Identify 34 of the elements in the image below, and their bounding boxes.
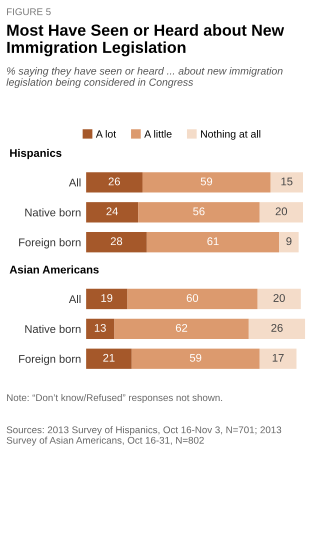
legend-label: Nothing at all (201, 130, 260, 140)
chart-subtitle: % saying they have seen or heard ... about new immigration legislation being considered in Congress (6, 67, 283, 88)
chart-title: Most Have Seen or Heard about New Immigration Legislation (7, 24, 284, 56)
data-label: 26 (271, 324, 283, 332)
data-label: 56 (193, 207, 205, 216)
data-label: 9 (286, 237, 292, 246)
source-note: Sources: 2013 Survey of Hispanics, Oct 16-Nov 3, N=701; 2013 Survey of Asian Americans, Oct 16-31, N=802 (6, 426, 282, 446)
y-tick-label: All (68, 178, 80, 186)
data-label: 62 (176, 324, 188, 332)
legend-label: A little (144, 130, 172, 138)
legend-label: A lot (96, 130, 116, 138)
data-label: 60 (186, 294, 198, 302)
data-label: 24 (106, 207, 118, 216)
caption: FIGURE 5 (7, 8, 51, 16)
data-label: 15 (281, 178, 292, 186)
data-label: 20 (276, 207, 288, 216)
data-label: 59 (200, 178, 212, 186)
y-tick-label: Foreign born (19, 354, 80, 366)
y-tick-label: Native born (25, 324, 80, 333)
data-label: 21 (103, 354, 114, 362)
annotation: Asian Americans (10, 265, 99, 274)
data-label: 20 (274, 294, 285, 302)
data-label: 28 (110, 237, 122, 246)
data-label: 13 (94, 324, 106, 332)
data-label: 17 (272, 354, 284, 362)
text: Hispanics (10, 148, 62, 160)
data-label: 59 (190, 354, 202, 362)
y-tick-label: Foreign born (19, 238, 80, 249)
data-label: 61 (207, 237, 219, 246)
y-tick-label: All (68, 294, 80, 303)
data-label: 26 (108, 178, 120, 186)
text: Note: “Don’t know/Refused” responses not shown. (7, 394, 222, 404)
data-label: 19 (101, 294, 112, 302)
y-tick-label: Native born (25, 208, 80, 216)
